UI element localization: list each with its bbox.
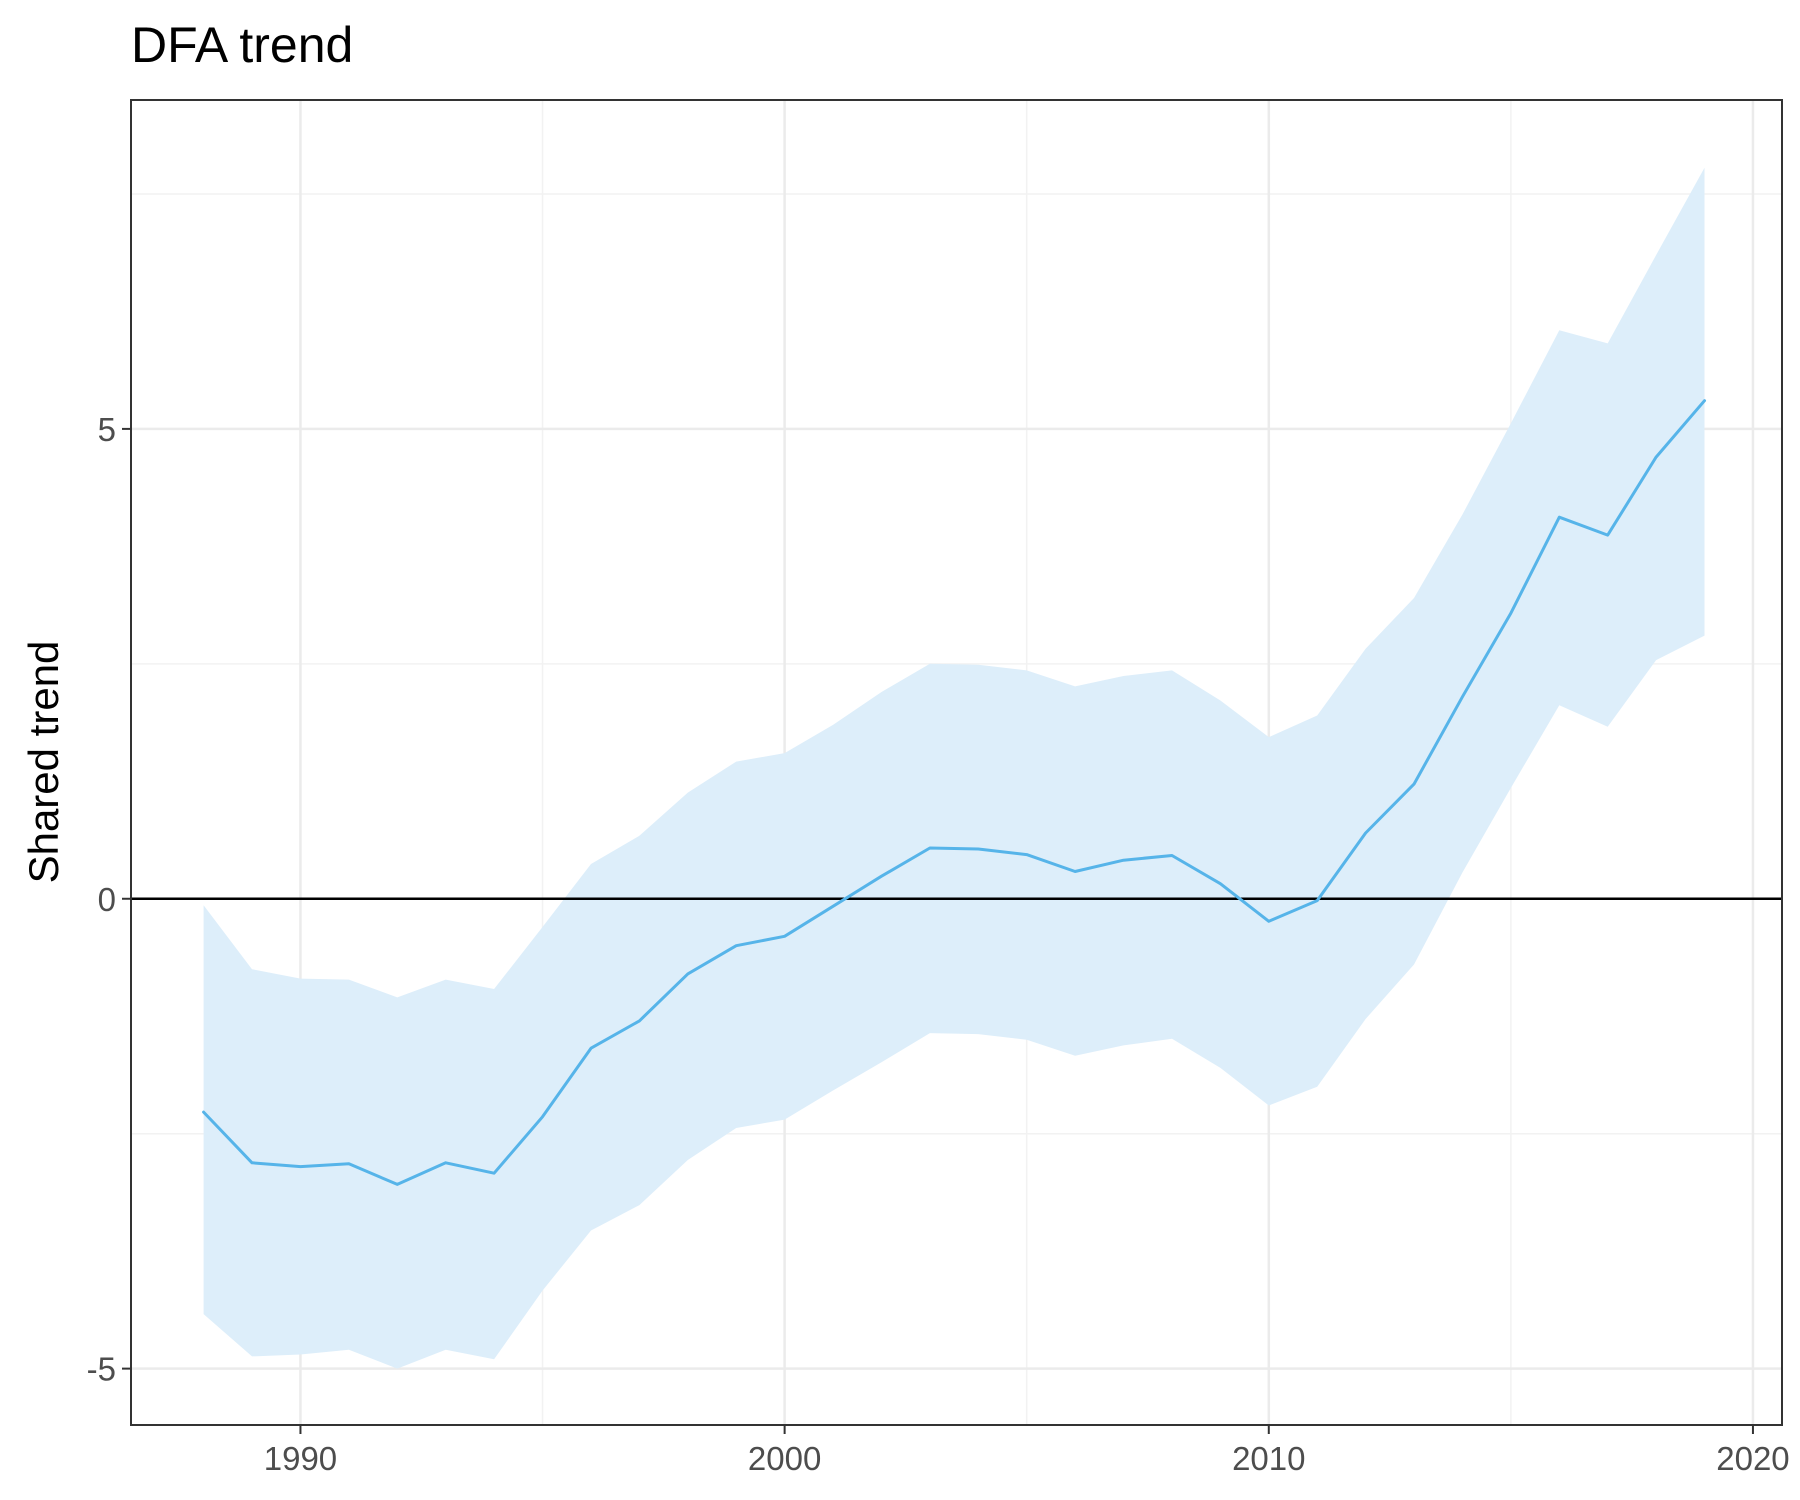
x-axis: 1990 2000 2010 2020 bbox=[264, 1425, 1790, 1477]
x-tick-label: 2010 bbox=[1232, 1440, 1305, 1477]
y-axis-title: Shared trend bbox=[20, 641, 67, 884]
x-tick-label: 1990 bbox=[264, 1440, 337, 1477]
y-tick-label: 0 bbox=[98, 881, 116, 918]
y-tick-label: -5 bbox=[87, 1351, 116, 1388]
confidence-ribbon bbox=[203, 167, 1705, 1369]
x-tick-label: 2020 bbox=[1716, 1440, 1789, 1477]
y-tick-label: 5 bbox=[98, 411, 116, 448]
y-axis: -5 0 5 bbox=[87, 411, 131, 1388]
x-tick-label: 2000 bbox=[748, 1440, 821, 1477]
chart-title: DFA trend bbox=[131, 17, 353, 73]
plot-panel-border bbox=[130, 99, 1783, 1426]
shared-trend-line bbox=[202, 399, 1706, 1186]
